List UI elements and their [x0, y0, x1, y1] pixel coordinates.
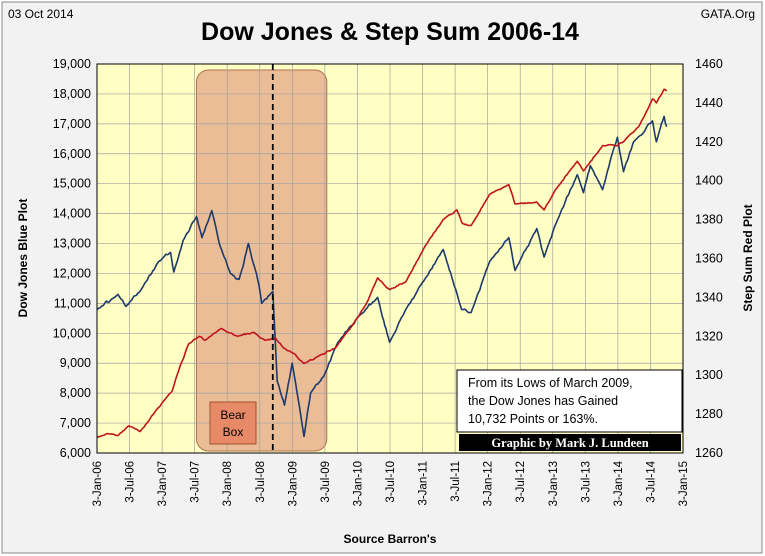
y-left-tick-label: 15,000 — [53, 177, 91, 191]
y-right-tick-label: 1380 — [695, 213, 723, 227]
y-right-tick-label: 1300 — [695, 368, 723, 382]
x-tick-label: 3-Jan-06 — [92, 461, 104, 506]
x-tick-label: 3-Jan-14 — [613, 460, 625, 506]
x-tick-label: 3-Jan-13 — [548, 461, 560, 506]
series-layer — [96, 88, 668, 439]
y-right-tick-label: 1320 — [695, 329, 723, 343]
x-tick-label: 3-Jul-10 — [385, 461, 397, 503]
x-tick-label: 3-Jan-12 — [483, 461, 495, 506]
credit-banner: Graphic by Mark J. Lundeen — [459, 434, 681, 451]
y-left-tick-label: 17,000 — [53, 117, 91, 131]
y-left-tick-label: 14,000 — [53, 207, 91, 221]
note-box-bg — [456, 369, 683, 433]
note-line-2: the Dow Jones has Gained — [468, 394, 618, 408]
bear-box-label-line1: Bear — [220, 408, 245, 422]
bear-box-layer — [195, 69, 328, 452]
y-left-tick-label: 10,000 — [53, 326, 91, 340]
y-left-tick-label: 18,000 — [53, 87, 91, 101]
x-tick-label: 3-Jul-06 — [125, 461, 137, 503]
y-left-tick-label: 6,000 — [60, 446, 91, 460]
credit-text: Graphic by Mark J. Lundeen — [491, 436, 648, 450]
y-right-tick-label: 1440 — [695, 96, 723, 110]
y-left-tick-label: 8,000 — [60, 386, 91, 400]
x-axis-label: Source Barron's — [344, 532, 437, 546]
y-left-tick-label: 9,000 — [60, 356, 91, 370]
y-right-tick-label: 1260 — [695, 446, 723, 460]
note-line-3: 10,732 Points or 163%. — [468, 412, 598, 426]
x-axis: 3-Jan-06 3-Jul-06 3-Jan-07 3-Jul-07 3-Jan-08… — [92, 460, 690, 506]
y-axis-right: 1260 1280 1300 1320 1340 1360 1380 1400 1420 1440… — [695, 57, 723, 460]
y-right-tick-label: 1400 — [695, 174, 723, 188]
y-left-tick-label: 16,000 — [53, 147, 91, 161]
x-tick-label: 3-Jul-13 — [580, 461, 592, 503]
x-tick-label: 3-Jan-15 — [678, 461, 690, 506]
y-left-tick-label: 11,000 — [54, 296, 91, 310]
step-sum-line — [96, 88, 668, 439]
y-left-tick-label: 13,000 — [53, 237, 91, 251]
x-tick-label: 3-Jan-07 — [157, 461, 169, 506]
credit-banner-bg — [459, 434, 681, 451]
y-axis-right-label: Step Sum Red Plot — [741, 204, 755, 311]
note-line-1: From its Lows of March 2009, — [468, 376, 633, 390]
y-right-tick-label: 1360 — [695, 252, 723, 266]
x-tick-label: 3-Jul-11 — [450, 461, 462, 502]
dow-jones-line — [96, 115, 668, 438]
note-box: From its Lows of March 2009, the Dow Jon… — [456, 369, 683, 433]
x-tick-label: 3-Jul-07 — [190, 461, 202, 503]
x-tick-label: 3-Jul-12 — [515, 461, 527, 503]
y-right-tick-label: 1420 — [695, 135, 723, 149]
x-tick-label: 3-Jan-09 — [287, 461, 299, 506]
bear-box-label: Bear Box — [209, 401, 257, 445]
y-left-tick-label: 19,000 — [53, 57, 91, 71]
source-site: GATA.Org — [701, 7, 755, 21]
x-tick-label: 3-Jan-08 — [222, 461, 234, 506]
x-tick-label: 3-Jul-14 — [645, 460, 657, 502]
x-tick-label: 3-Jul-08 — [255, 461, 267, 503]
bear-box-region — [195, 69, 328, 452]
plot-frame — [96, 63, 684, 454]
date-stamp: 03 Oct 2014 — [8, 7, 74, 21]
x-tick-label: 3-Jan-11 — [418, 461, 430, 506]
y-axis-left: 6,000 7,000 8,000 9,000 10,000 11,000 12,000 13… — [53, 57, 91, 460]
y-left-tick-label: 7,000 — [60, 416, 91, 430]
y-left-tick-label: 12,000 — [53, 266, 91, 280]
x-tick-label: 3-Jan-10 — [352, 461, 364, 506]
y-axis-left-label: Dow Jones Blue Plot — [16, 199, 30, 318]
y-right-tick-label: 1460 — [695, 57, 723, 71]
x-tick-label: 3-Jul-09 — [320, 461, 332, 503]
chart-title: Dow Jones & Step Sum 2006-14 — [201, 18, 579, 46]
y-right-tick-label: 1340 — [695, 290, 723, 304]
y-right-tick-label: 1280 — [695, 407, 723, 421]
bear-box-label-line2: Box — [223, 425, 244, 439]
bear-box-label-bg — [209, 401, 257, 445]
